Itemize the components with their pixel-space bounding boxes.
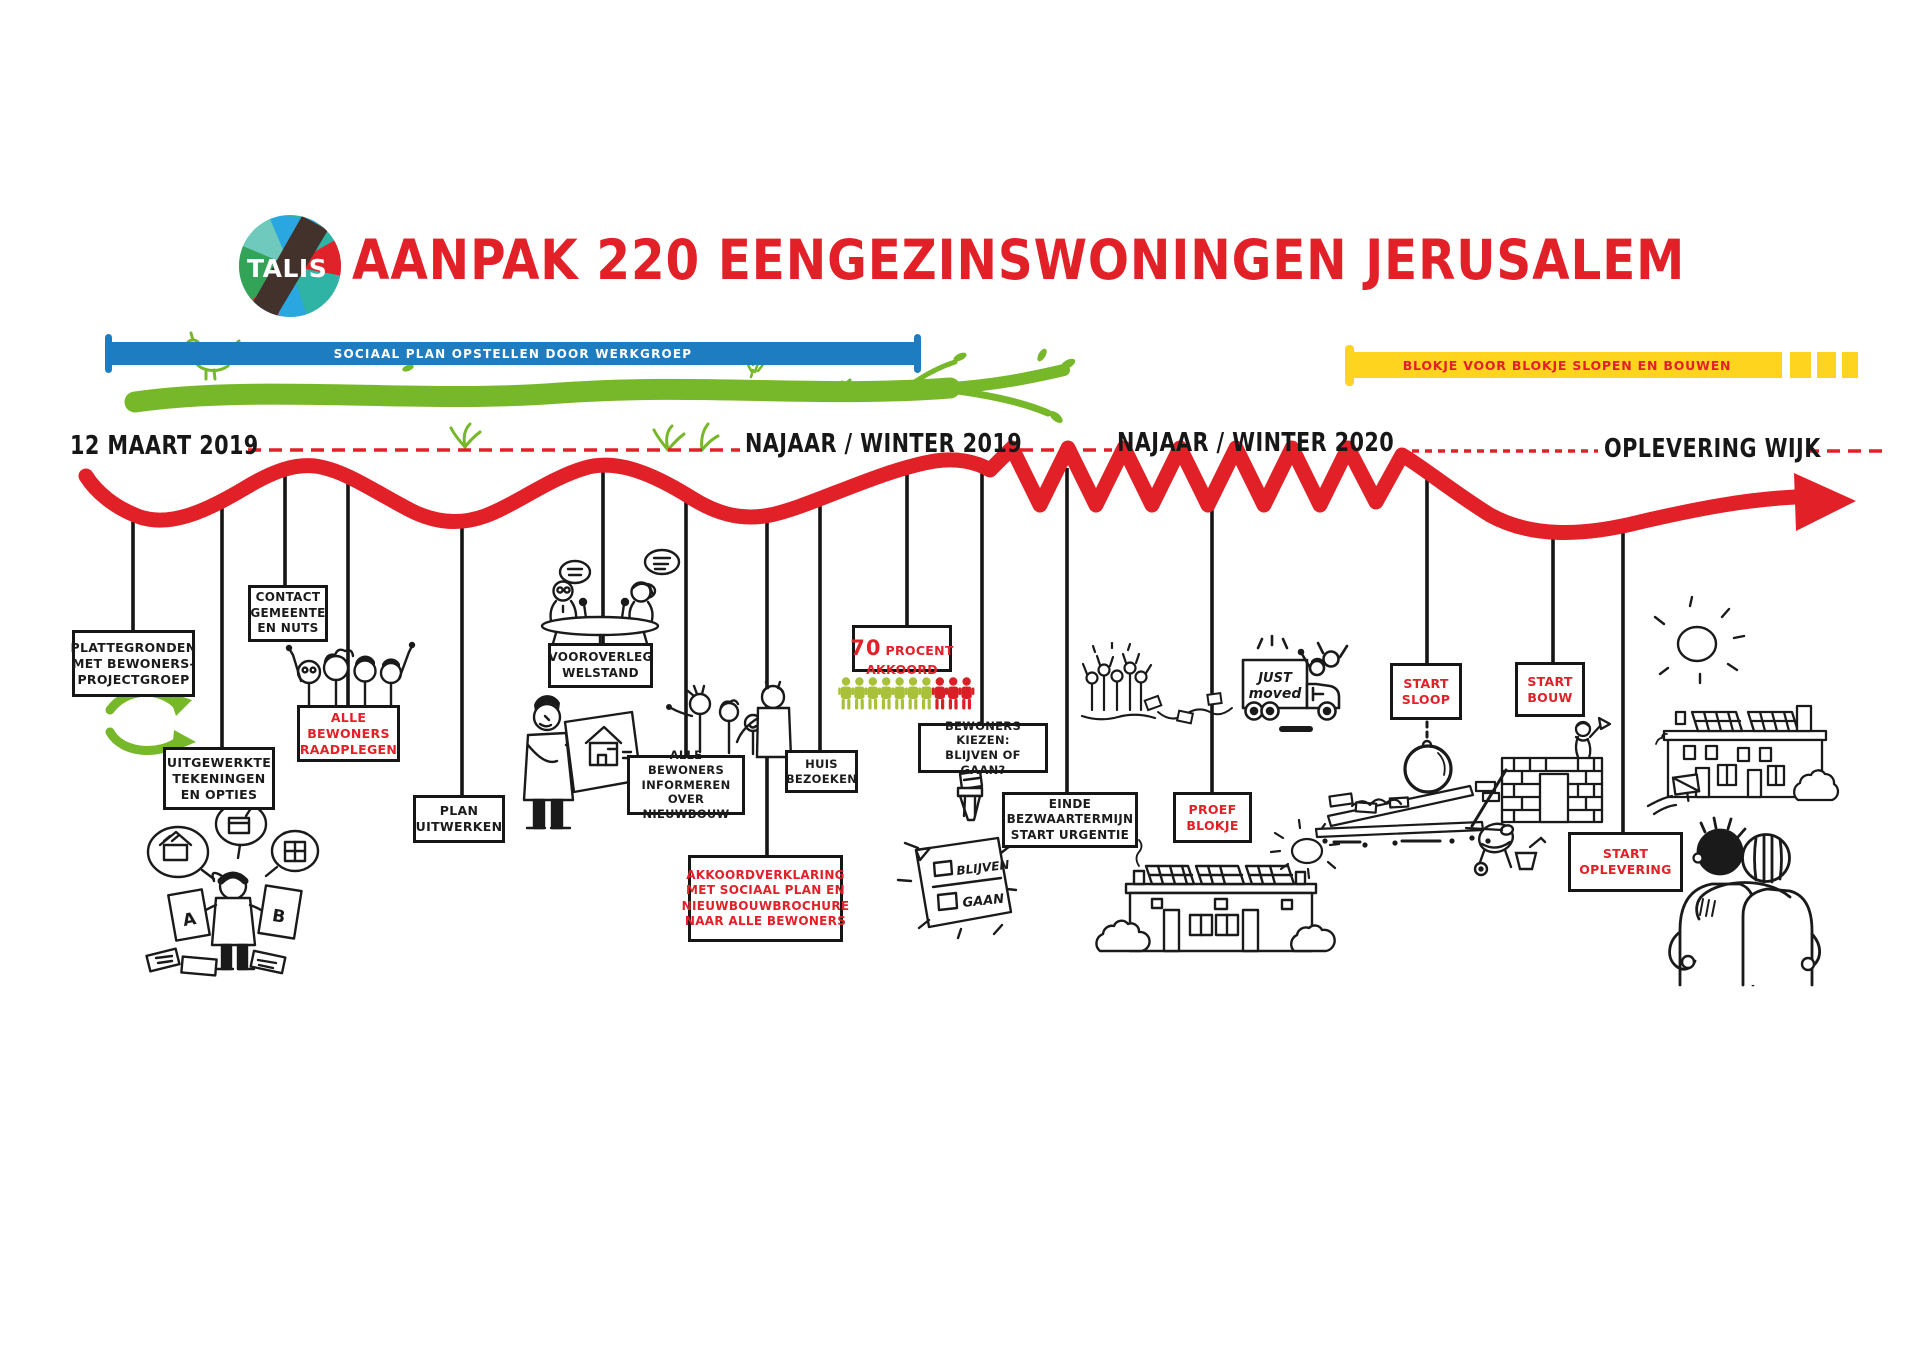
event-start-sloop: START SLOOP: [1390, 663, 1462, 720]
blokje-block-3: [1842, 352, 1858, 378]
debris-illustration: [1314, 780, 1501, 848]
moving-truck-illustration: JUST moved: [1241, 634, 1349, 732]
option-paper-b: B: [271, 906, 287, 928]
event-plan-uitwerken: PLAN UITWERKEN: [413, 795, 505, 843]
truck-sign-line1: JUST: [1255, 671, 1293, 686]
event-contact-gemeente: CONTACT GEMEENTE EN NUTS: [248, 585, 328, 642]
talis-logo-text: TALIS: [247, 254, 327, 283]
event-plattegronden: PLATTEGRONDEN MET BEWONERS- PROJECTGROEP: [71, 630, 196, 697]
welstand-meeting-illustration: [540, 548, 681, 649]
brick-wall-illustration: [1464, 716, 1612, 844]
form-option-gaan: GAAN: [962, 892, 1005, 911]
event-start-bouw: START BOUW: [1515, 662, 1585, 717]
test-block-house-illustration: [1095, 839, 1336, 953]
form-option-blijven: BLIJVEN: [956, 858, 1011, 878]
wrecking-ball-illustration: [1403, 720, 1453, 794]
tin-cans-illustration: [1143, 691, 1233, 725]
event-proef-blokje: PROEF BLOKJE: [1173, 792, 1252, 843]
blokje-block-2: [1817, 352, 1836, 378]
event-70-akkoord-word: AKKOORD: [866, 661, 938, 677]
leaf-sprig-right: [652, 422, 720, 452]
branch-illustration: [124, 348, 1076, 452]
event-bewoners-raadplegen: ALLE BEWONERS RAADPLEGEN: [297, 705, 400, 762]
couple-illustration: [1668, 816, 1822, 987]
blokje-banner-label: BLOKJE VOOR BLOKJE SLOPEN EN BOUWEN: [1402, 357, 1732, 373]
event-70-procent-line1: 70 PROCENT: [850, 619, 953, 662]
event-70-procent-word: PROCENT: [885, 643, 954, 659]
poster-title: AANPAK 220 EENGEZINSWONINGEN JERUSALEM: [352, 228, 1686, 292]
leaf-sprig-left: [449, 422, 482, 449]
milestone-najaar-winter-2020: NAJAAR / WINTER 2020: [1117, 428, 1395, 458]
milestone-najaar-winter-2019: NAJAAR / WINTER 2019: [745, 429, 1023, 459]
timeline-wave: [78, 440, 1856, 540]
choice-form-illustration: BLIJVEN GAAN: [896, 769, 1018, 940]
milestone-oplevering-wijk: OPLEVERING WIJK: [1604, 434, 1821, 464]
residents-cheering-illustration: [285, 641, 416, 708]
event-bewoners-informeren: ALLE BEWONERS INFORMEREN OVER NIEUWBOUW: [627, 748, 745, 821]
hanging-strings: [131, 462, 1625, 857]
milestone-12-maart-2019: 12 MAART 2019: [70, 431, 259, 461]
family-illustration: [666, 680, 793, 759]
werkgroep-banner-label: SOCIAAL PLAN OPSTELLEN DOOR WERKGROEP: [333, 346, 693, 361]
event-70-procent-akkoord: 70 PROCENT AKKOORD: [850, 625, 953, 677]
small-sun-icon: [1269, 818, 1341, 880]
event-start-oplevering: START OPLEVERING: [1568, 832, 1683, 892]
event-akkoordverklaring: AKKOORDVERKLARING MET SOCIAAL PLAN EN NI…: [682, 855, 849, 942]
event-bewoners-kiezen: BEWONERS KIEZEN: BLIJVEN OF GAAN?: [918, 719, 1048, 777]
big-sun-icon: [1653, 595, 1746, 685]
new-houses-illustration: [1646, 704, 1840, 816]
timeline-arrowhead: [1794, 473, 1856, 531]
event-uitgewerkte-tekeningen: UITGEWERKTE TEKENINGEN EN OPTIES: [163, 747, 275, 810]
option-paper-a: A: [181, 909, 198, 931]
event-vooroverleg-welstand: VOOROVERLEG WELSTAND: [548, 643, 653, 688]
blokje-block-1: [1790, 352, 1811, 378]
cycle-arrows-icon: [105, 687, 196, 755]
banner-left-cap: [1345, 345, 1354, 386]
blokje-banner: BLOKJE VOOR BLOKJE SLOPEN EN BOUWEN: [1345, 345, 1782, 386]
grass-tuft: [834, 378, 860, 398]
small-crowd-illustration: [1080, 641, 1157, 721]
werkgroep-banner: SOCIAAL PLAN OPSTELLEN DOOR WERKGROEP: [105, 334, 921, 373]
event-huis-bezoeken: HUIS BEZOEKEN: [785, 750, 858, 793]
banner-left-cap: [105, 334, 112, 373]
talis-logo: TALIS: [239, 215, 341, 317]
event-einde-bezwaartermijn: EINDE BEZWAARTERMIJN START URGENTIE: [1002, 792, 1138, 848]
architect-illustration: [522, 695, 643, 830]
options-person-illustration: A B: [145, 801, 320, 977]
event-70-number: 70: [850, 636, 882, 661]
truck-sign-line2: moved: [1249, 686, 1303, 702]
banner-right-cap: [914, 334, 921, 373]
seventy-percent-figures: [838, 677, 975, 710]
